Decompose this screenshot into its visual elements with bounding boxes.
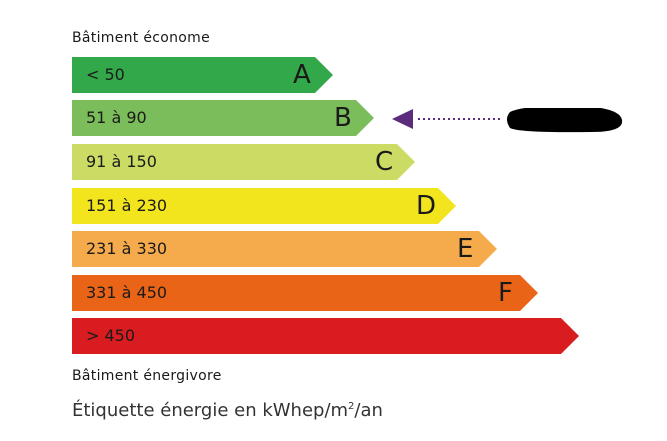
- energy-class-bar-f: 331 à 450 F: [72, 275, 538, 311]
- class-letter: A: [293, 60, 311, 90]
- energy-class-bar-g: > 450: [72, 318, 579, 354]
- class-letter: B: [334, 103, 352, 133]
- energy-class-bar-d: 151 à 230 D: [72, 188, 456, 224]
- class-range: < 50: [86, 65, 125, 84]
- indicator-arrow-icon: [392, 109, 413, 129]
- top-label: Bâtiment économe: [72, 30, 210, 46]
- energy-class-bar-e: 231 à 330 E: [72, 231, 497, 267]
- energy-class-bar-a: < 50 A: [72, 57, 333, 93]
- unit-label-prefix: Étiquette énergie en kWhep/m: [72, 400, 349, 421]
- class-letter: C: [375, 147, 394, 177]
- class-range: 51 à 90: [86, 108, 147, 127]
- class-range: > 450: [86, 326, 136, 345]
- class-indicator: [392, 108, 623, 133]
- class-letter: D: [416, 191, 437, 221]
- unit-superscript: 2: [348, 401, 355, 412]
- unit-label: Étiquette énergie en kWhep/m2/an: [72, 400, 383, 421]
- energy-class-bar-b: 51 à 90 B: [72, 100, 374, 136]
- unit-label-suffix: /an: [354, 400, 383, 421]
- bottom-label: Bâtiment énergivore: [72, 368, 222, 384]
- class-range: 231 à 330: [86, 239, 168, 258]
- class-letter: F: [498, 278, 513, 308]
- energy-class-bar-c: 91 à 150 C: [72, 144, 415, 180]
- class-range: 331 à 450: [86, 283, 168, 302]
- class-range: 91 à 150: [86, 152, 157, 171]
- class-letter: E: [457, 234, 474, 264]
- redacted-value: [507, 108, 623, 133]
- class-range: 151 à 230: [86, 196, 168, 215]
